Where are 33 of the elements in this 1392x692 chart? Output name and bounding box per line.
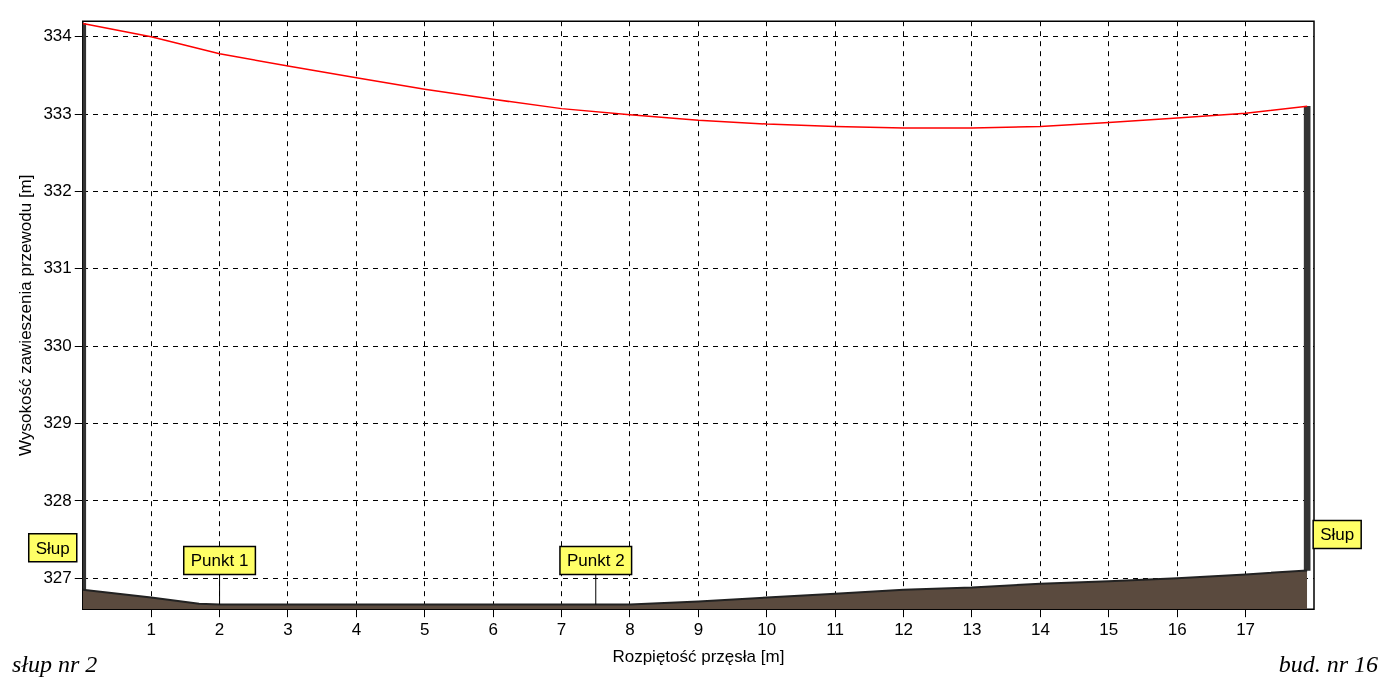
text: bud. nr 16 bbox=[1278, 651, 1378, 677]
text: słup nr 2 bbox=[12, 651, 98, 677]
y-tick-label: 328 bbox=[43, 490, 72, 510]
x-tick-label: 12 bbox=[894, 620, 914, 640]
annotation: Słup bbox=[35, 538, 70, 558]
x-axis-title: Rozpiętość przęsła [m] bbox=[612, 647, 785, 667]
y-tick-label: 334 bbox=[43, 26, 72, 46]
x-tick-label: 6 bbox=[488, 620, 498, 640]
y-tick-label: 327 bbox=[43, 567, 72, 587]
x-tick-label: 2 bbox=[214, 620, 225, 640]
annotation: Słup bbox=[1320, 525, 1355, 545]
x-tick-label: 5 bbox=[420, 620, 430, 640]
y-tick-label: 333 bbox=[43, 103, 72, 123]
y-tick-label: 331 bbox=[43, 258, 72, 278]
y-tick-label: 329 bbox=[43, 413, 72, 433]
x-tick-label: 3 bbox=[283, 620, 293, 640]
x-tick-label: 15 bbox=[1099, 620, 1119, 640]
x-tick-label: 17 bbox=[1236, 620, 1256, 640]
annotation: Punkt 2 bbox=[566, 551, 625, 571]
x-tick-label: 16 bbox=[1167, 620, 1187, 640]
x-tick-label: 1 bbox=[146, 620, 156, 640]
x-tick-label: 11 bbox=[826, 620, 845, 640]
x-tick-label: 7 bbox=[556, 620, 567, 640]
y-tick-label: 330 bbox=[43, 335, 72, 355]
x-tick-label: 9 bbox=[693, 620, 704, 640]
x-tick-label: 13 bbox=[962, 620, 982, 640]
y-axis-title: Wysokość zawieszenia przewodu [m] bbox=[15, 174, 35, 456]
y-tick-label: 332 bbox=[43, 181, 72, 201]
x-tick-label: 4 bbox=[351, 620, 362, 640]
x-tick-label: 14 bbox=[1030, 620, 1050, 640]
x-tick-label: 10 bbox=[757, 620, 777, 640]
annotation: Punkt 1 bbox=[190, 551, 249, 571]
x-tick-label: 8 bbox=[625, 620, 635, 640]
